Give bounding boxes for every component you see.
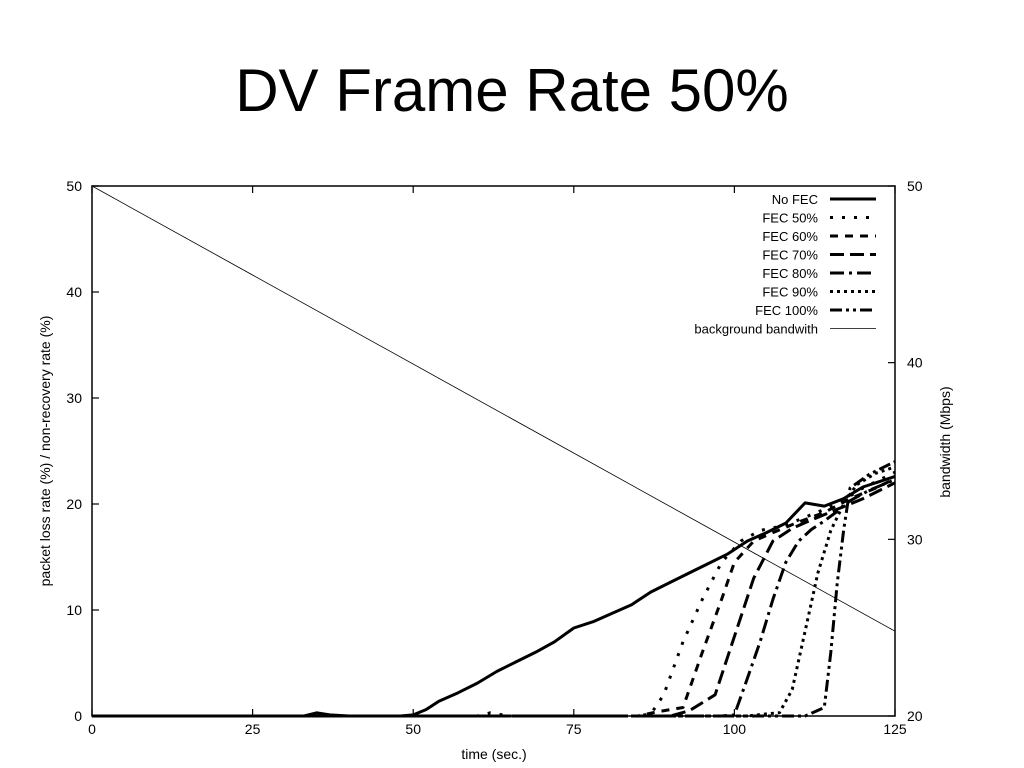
series-line-3 (92, 481, 896, 718)
x-tick-label: 75 (566, 721, 582, 737)
y2-tick-label: 30 (907, 531, 923, 547)
y-tick-label: 20 (66, 496, 82, 512)
y2-tick-label: 40 (907, 355, 923, 371)
y2-axis-label: bandwidth (Mbps) (937, 386, 953, 497)
legend-label: No FEC (772, 192, 818, 207)
y-axis-label: packet loss rate (%) / non-recovery rate… (37, 316, 53, 587)
x-axis-label: time (sec.) (461, 746, 526, 762)
y-tick-label: 10 (66, 602, 82, 618)
x-tick-label: 0 (88, 721, 96, 737)
legend-label: FEC 80% (762, 266, 818, 281)
series-line-6 (92, 460, 896, 718)
series-line-5 (92, 465, 896, 718)
legend-label: FEC 70% (762, 248, 818, 263)
y-tick-label: 0 (74, 708, 82, 724)
legend-label: FEC 50% (762, 211, 818, 226)
x-tick-label: 25 (245, 721, 261, 737)
legend-label: FEC 90% (762, 285, 818, 300)
x-tick-label: 125 (883, 721, 907, 737)
y2-tick-label: 20 (907, 708, 923, 724)
legend-label: background bandwith (694, 322, 818, 337)
legend-label: FEC 100% (755, 303, 818, 318)
legend-label: FEC 60% (762, 229, 818, 244)
series-line-7 (91, 185, 896, 632)
y-tick-label: 30 (66, 390, 82, 406)
x-tick-label: 100 (723, 721, 747, 737)
y-tick-label: 50 (66, 178, 82, 194)
series-line-4 (92, 478, 896, 718)
y-tick-label: 40 (66, 284, 82, 300)
slide-title: DV Frame Rate 50% (235, 57, 789, 124)
x-tick-label: 50 (405, 721, 421, 737)
y2-tick-label: 50 (907, 178, 923, 194)
series-line-1 (92, 470, 896, 718)
